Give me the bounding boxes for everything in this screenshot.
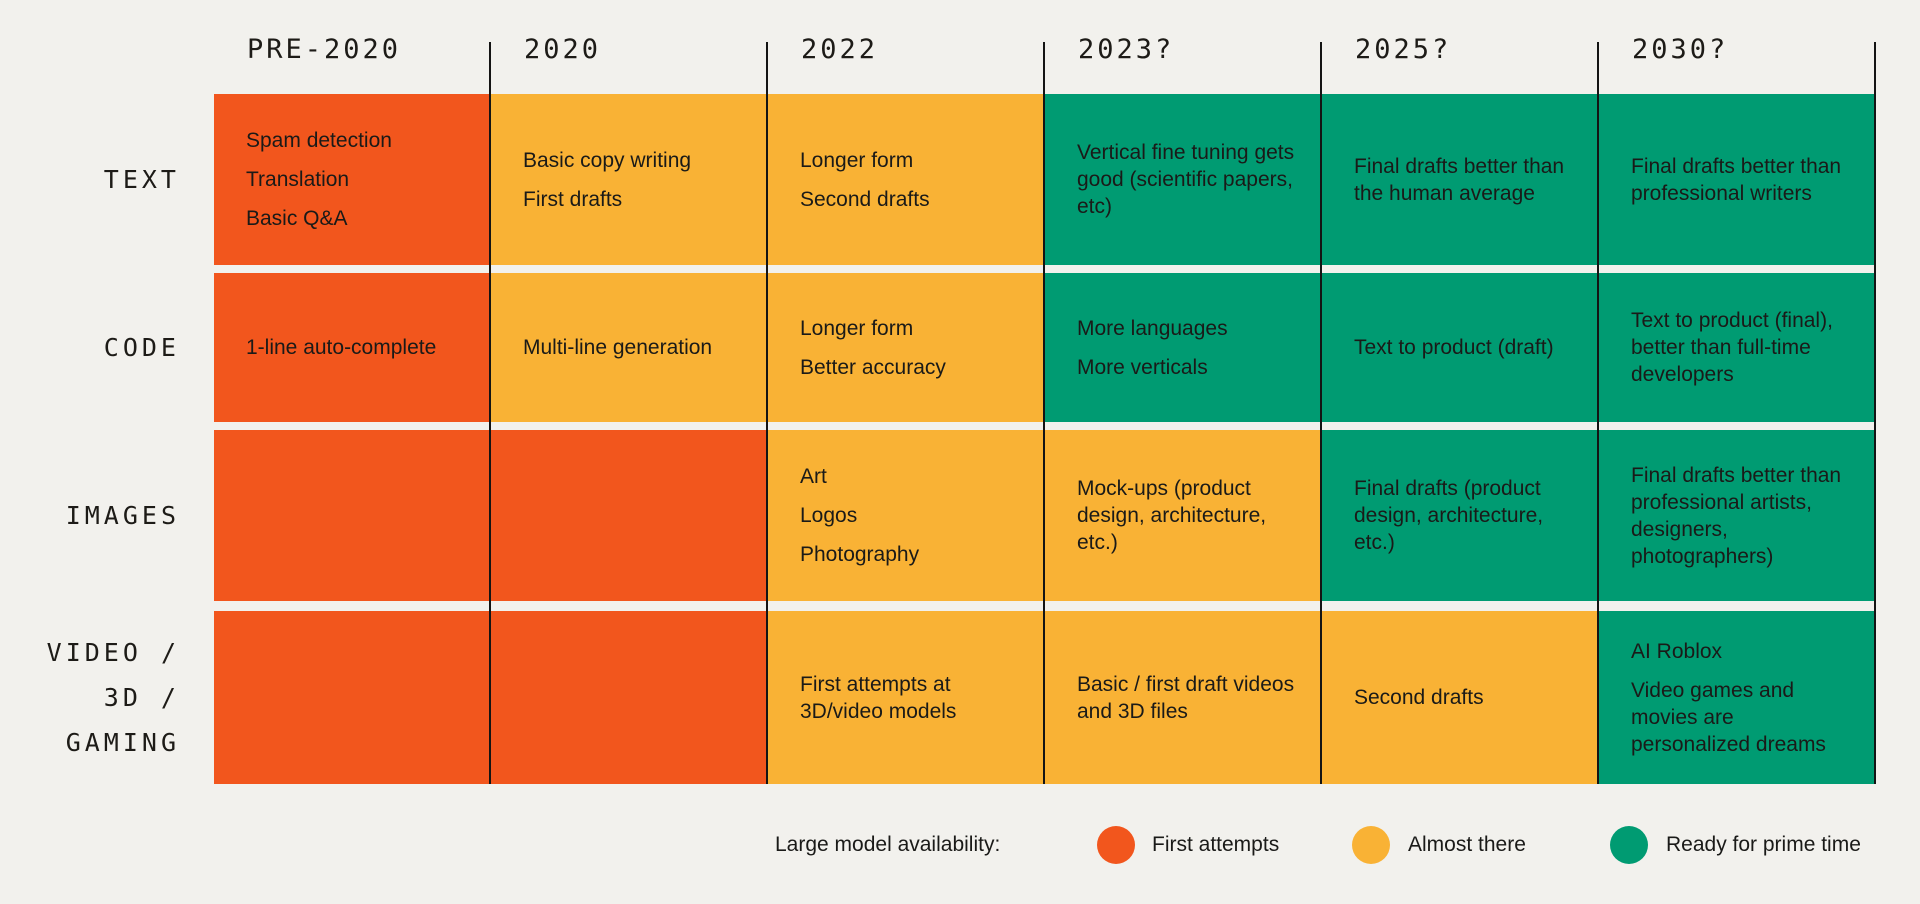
column-separator-line (766, 42, 768, 784)
cell-item: Better accuracy (800, 355, 946, 379)
cell-video-3d-gaming-2020 (491, 611, 768, 784)
cell-item: Photography (800, 543, 920, 566)
cell-text-2023: Vertical fine tuning gets good (scientif… (1045, 94, 1322, 265)
cell-item: Vertical fine tuning gets good (scientif… (1077, 141, 1295, 218)
cell-item: Text to product (draft) (1354, 336, 1554, 359)
cell-code-2025: Text to product (draft) (1322, 273, 1599, 422)
row-label-code: CODE (103, 333, 180, 362)
row-label-images: IMAGES (65, 501, 180, 530)
maturity-matrix: PRE-2020 2020 2022 2023? 2025? 2030? Spam dete… (47, 0, 1876, 790)
matrix-row-text: Spam detection Translation Basic Q&A Basic … (214, 94, 1876, 265)
cell-item: Art (800, 465, 827, 488)
cell-item: First drafts (523, 187, 623, 211)
cell-code-pre-2020: 1-line auto-complete (214, 273, 491, 422)
cell-item: Logos (800, 504, 858, 527)
legend-swatch-ready-for-prime-time (1610, 826, 1648, 864)
cell-item: Multi-line generation (523, 336, 713, 359)
cell-text-2030: Final drafts better than professional wr… (1599, 94, 1876, 265)
cell-item: Basic Q&A (246, 207, 348, 230)
cell-code-2020: Multi-line generation (491, 273, 768, 422)
cell-text-2025: Final drafts better than the human avera… (1322, 94, 1599, 265)
matrix-row-code: 1-line auto-complete Multi-line generatio… (214, 273, 1876, 422)
cell-item: More verticals (1077, 355, 1208, 379)
cell-text-2022: Longer form Second drafts (768, 94, 1045, 265)
row-label-video-3d-gaming: VIDEO / 3D / GAMING (46, 638, 180, 757)
cell-item: More languages (1077, 316, 1228, 340)
column-header-2023: 2023? (1078, 34, 1175, 65)
legend-label-almost-there: Almost there (1408, 833, 1526, 856)
cell-text-2020: Basic copy writing First drafts (491, 94, 768, 265)
cell-item: Video games and movies are personalized … (1631, 678, 1826, 756)
cell-images-2030: Final drafts better than professional ar… (1599, 430, 1876, 601)
legend-title: Large model availability: (775, 833, 1001, 856)
cell-text-pre-2020: Spam detection Translation Basic Q&A (214, 94, 491, 265)
column-separator-line (1597, 42, 1599, 784)
cell-item: Final drafts (product design, architectu… (1354, 477, 1544, 554)
cell-video-3d-gaming-2025: Second drafts (1322, 611, 1599, 784)
cell-item: Second drafts (1354, 686, 1484, 709)
legend-label-first-attempts: First attempts (1152, 833, 1280, 856)
column-header-2020: 2020 (524, 34, 602, 65)
cell-code-2030: Text to product (final), better than ful… (1599, 273, 1876, 422)
cell-item: 1-line auto-complete (246, 336, 437, 359)
cell-images-2022: Art Logos Photography (768, 430, 1045, 601)
cell-video-3d-gaming-pre-2020 (214, 611, 491, 784)
cell-item: First attempts at 3D/video models (800, 672, 957, 723)
cell-item: Translation (246, 168, 350, 191)
cell-code-2023: More languages More verticals (1045, 273, 1322, 422)
cell-video-3d-gaming-2030: AI Roblox Video games and movies are pers… (1599, 611, 1876, 784)
column-separator-line (1320, 42, 1322, 784)
column-separator-line (1043, 42, 1045, 784)
cell-item: Text to product (final), better than ful… (1631, 309, 1833, 386)
cell-video-3d-gaming-2023: Basic / first draft videos and 3D files (1045, 611, 1322, 784)
cell-item: Final drafts better than professional wr… (1631, 154, 1842, 205)
cell-item: AI Roblox (1631, 639, 1723, 663)
column-header-2025: 2025? (1355, 34, 1452, 65)
column-header-2030: 2030? (1632, 34, 1729, 65)
column-header-pre-2020: PRE-2020 (247, 34, 402, 65)
column-separator-line (1874, 42, 1876, 784)
cell-code-2022: Longer form Better accuracy (768, 273, 1045, 422)
cell-images-2023: Mock-ups (product design, architecture, … (1045, 430, 1322, 601)
row-label-text: TEXT (103, 165, 180, 194)
column-header-2022: 2022 (801, 34, 879, 65)
column-separator-line (489, 42, 491, 784)
cell-item: Longer form (800, 316, 914, 340)
cell-item: Final drafts better than the human avera… (1354, 154, 1565, 205)
matrix-row-video-3d-gaming: First attempts at 3D/video models Basic /… (214, 611, 1876, 784)
cell-images-2020 (491, 430, 768, 601)
legend-swatch-almost-there (1352, 826, 1390, 864)
cell-video-3d-gaming-2022: First attempts at 3D/video models (768, 611, 1045, 784)
cell-item: Basic copy writing (523, 148, 692, 172)
legend-label-ready-for-prime-time: Ready for prime time (1666, 833, 1861, 856)
cell-images-pre-2020 (214, 430, 491, 601)
cell-item: Basic / first draft videos and 3D files (1077, 672, 1295, 723)
legend-swatch-first-attempts (1097, 826, 1135, 864)
cell-item: Final drafts better than professional ar… (1631, 463, 1842, 568)
cell-item: Second drafts (800, 187, 930, 211)
cell-images-2025: Final drafts (product design, architectu… (1322, 430, 1599, 601)
cell-item: Longer form (800, 148, 914, 172)
matrix-row-images: Art Logos Photography Mock-ups (product des… (214, 430, 1876, 601)
cell-item: Spam detection (246, 129, 392, 152)
cell-item: Mock-ups (product design, architecture, … (1077, 477, 1267, 554)
